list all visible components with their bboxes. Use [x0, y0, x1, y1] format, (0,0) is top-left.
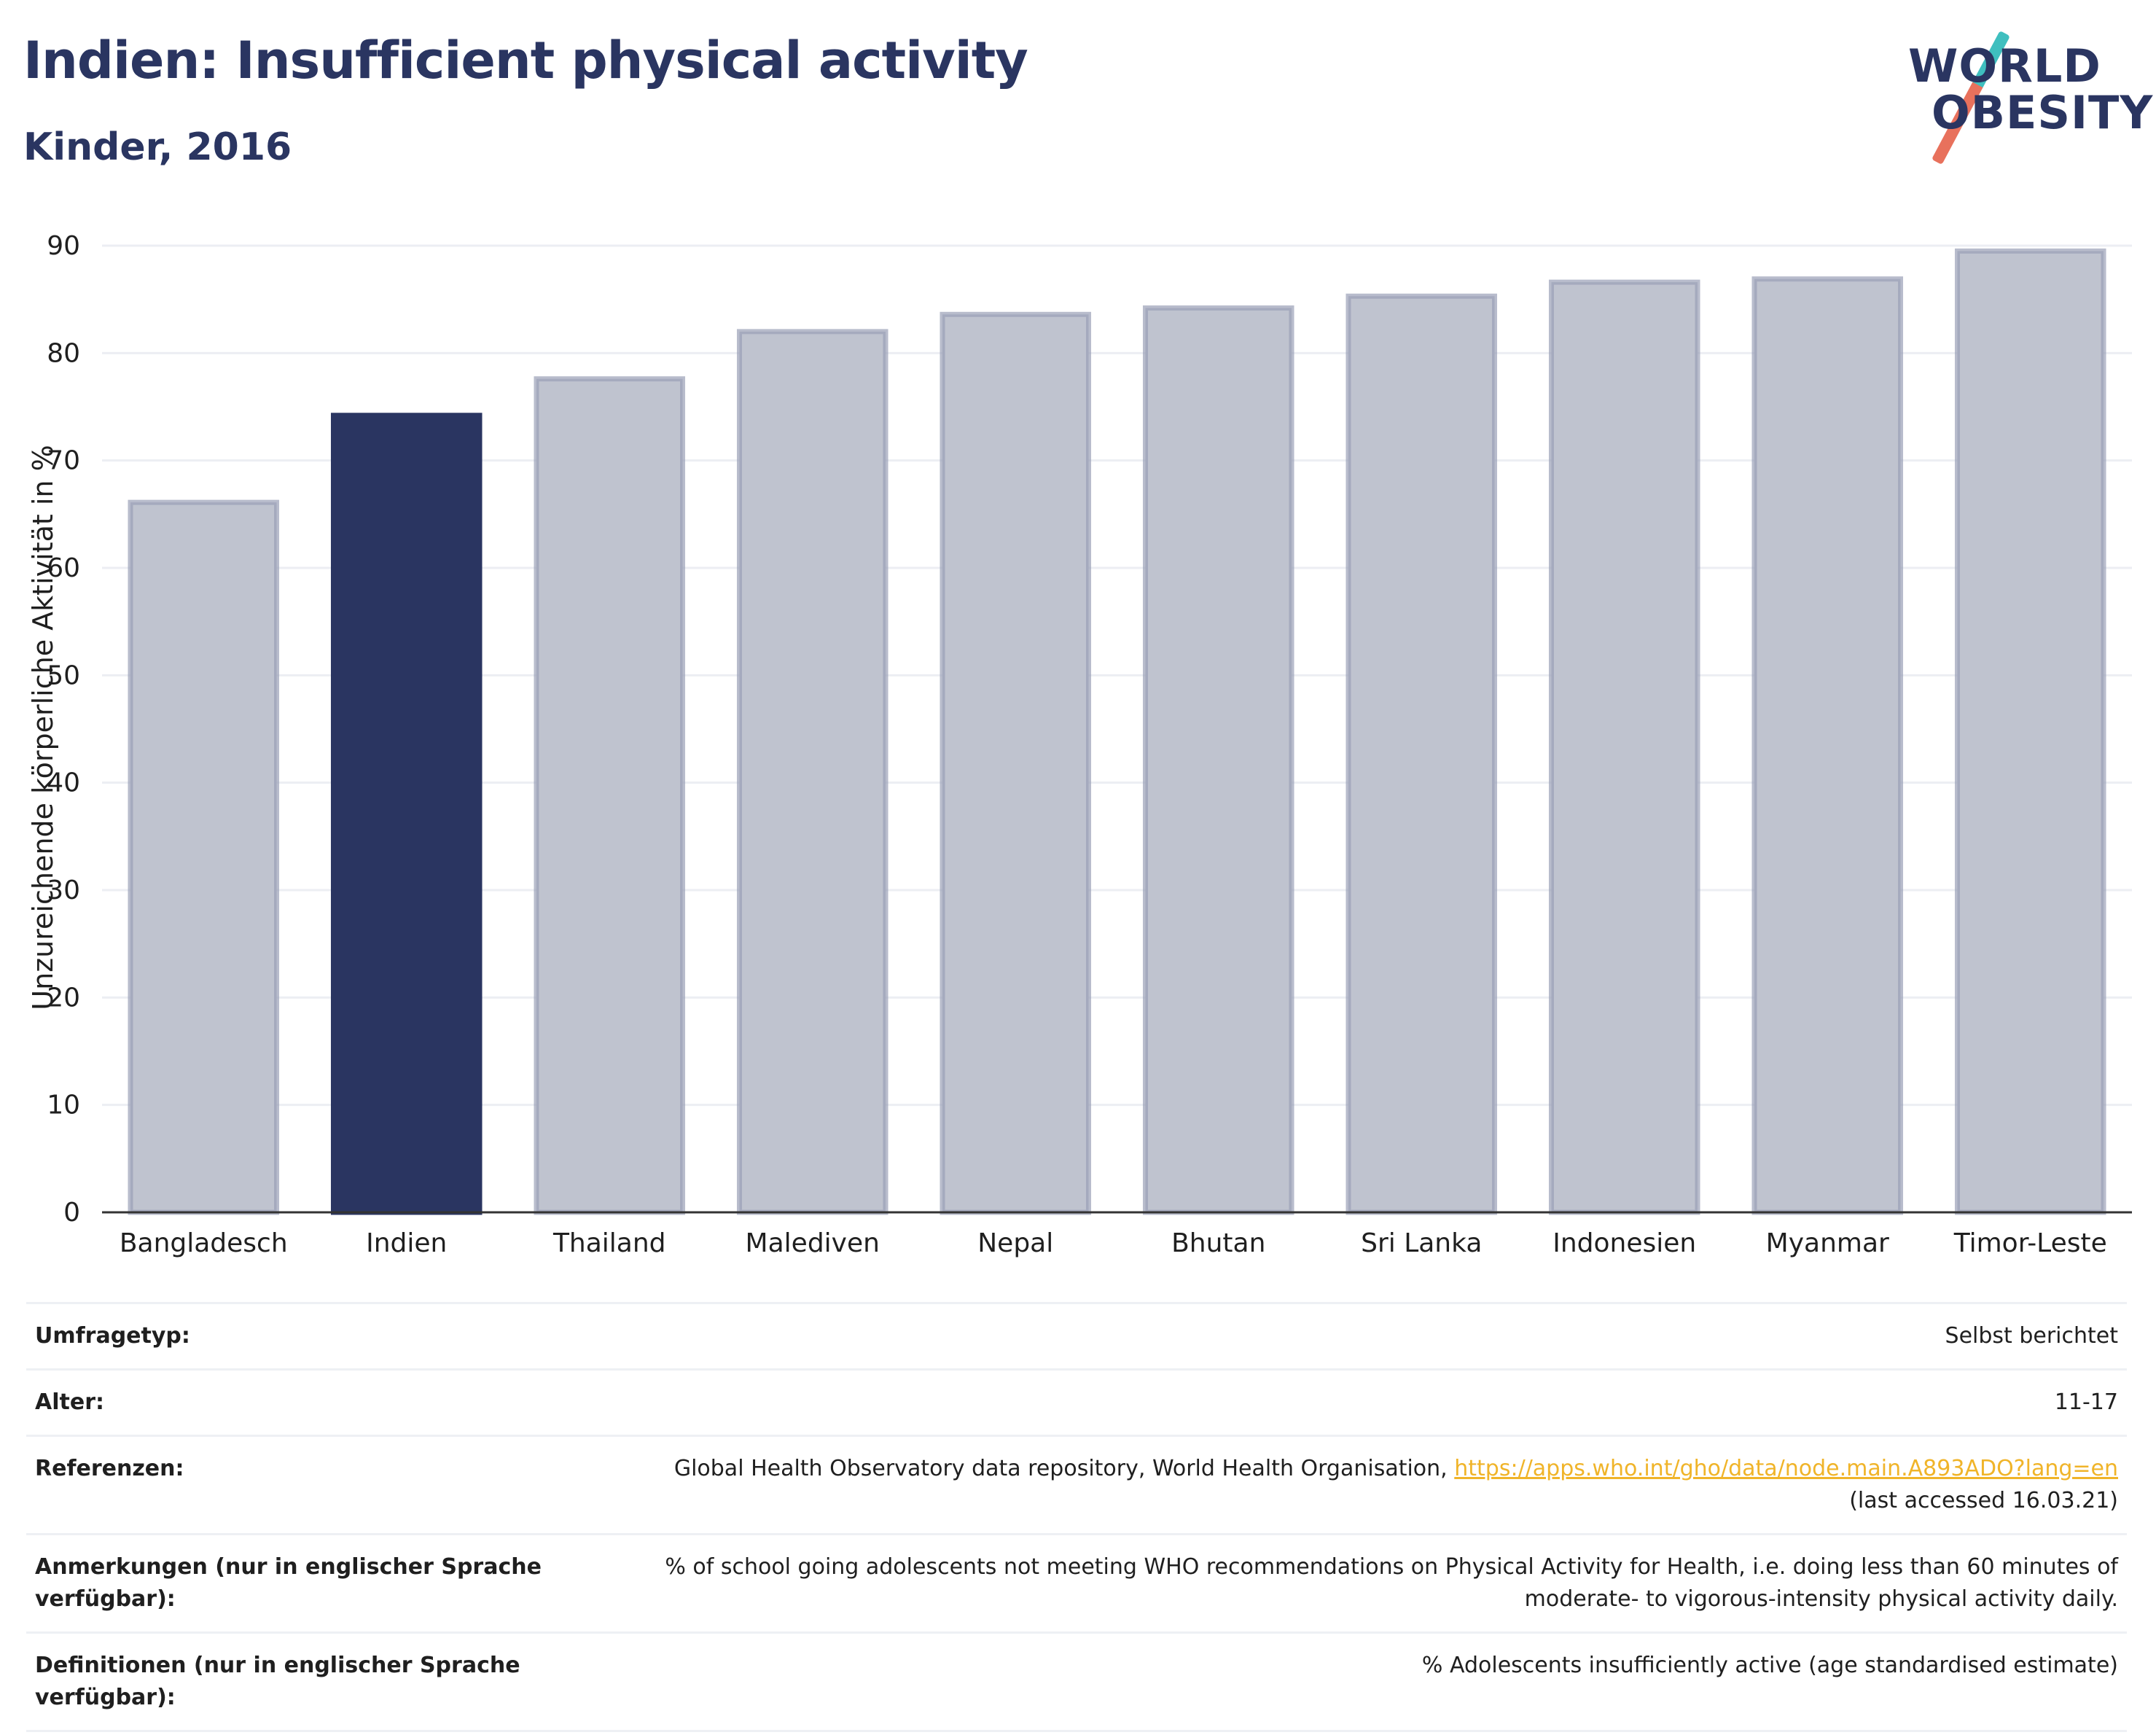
x-tick-label: Thailand [552, 1228, 666, 1258]
notes-label: Anmerkungen (nur in englischer Sprache v… [35, 1554, 542, 1612]
x-tick-label: Bhutan [1171, 1228, 1265, 1258]
logo-word-obesity: OBESITY [1932, 86, 2154, 139]
page-title: Indien: Insufficient physical activity [23, 31, 1028, 90]
y-tick-label: 30 [47, 876, 80, 905]
x-tick-label: Indien [366, 1228, 447, 1258]
age-label: Alter: [35, 1389, 104, 1415]
y-tick-label: 20 [47, 983, 80, 1013]
references-label: Referenzen: [35, 1456, 184, 1481]
definitions-label: Definitionen (nur in englischer Sprache … [35, 1653, 520, 1710]
age-value: 11-17 [2054, 1389, 2118, 1415]
page-subtitle: Kinder, 2016 [23, 125, 292, 169]
bar-bangladesch [128, 499, 280, 1215]
bar-thailand [534, 376, 686, 1215]
info-row-survey-type: Umfragetyp: Selbst berichtet [26, 1302, 2127, 1368]
y-tick-label: 80 [47, 338, 80, 368]
info-table: Umfragetyp: Selbst berichtet Alter: 11-1… [26, 1302, 2127, 1732]
y-tick-label: 50 [47, 660, 80, 690]
references-link[interactable]: https://apps.who.int/gho/data/node.main.… [1454, 1456, 2118, 1481]
survey-type-label: Umfragetyp: [35, 1323, 190, 1349]
x-tick-label: Sri Lanka [1361, 1228, 1482, 1258]
bar-timor-leste [1954, 248, 2106, 1215]
x-tick-label: Bangladesch [120, 1228, 288, 1258]
bar-sri-lanka [1345, 293, 1498, 1215]
bar-indien [330, 413, 483, 1215]
info-row-definitions: Definitionen (nur in englischer Sprache … [26, 1631, 2127, 1732]
y-tick-label: 70 [47, 446, 80, 476]
y-axis-label: Unzureichende körperliche Aktivität in % [27, 445, 59, 1010]
references-value: Global Health Observatory data repositor… [560, 1453, 2118, 1517]
bar-chart: 0 10 20 30 40 50 60 70 80 90 Bangladesch Indien Tha… [27, 231, 2132, 1258]
x-tick-label: Nepal [977, 1228, 1053, 1258]
info-row-age: Alter: 11-17 [26, 1368, 2127, 1435]
bars [128, 248, 2106, 1215]
bar-nepal [940, 311, 1092, 1215]
bar-malediven [736, 329, 888, 1215]
info-row-notes: Anmerkungen (nur in englischer Sprache v… [26, 1533, 2127, 1631]
y-tick-label: 0 [63, 1198, 80, 1228]
x-tick-label: Indonesien [1552, 1228, 1696, 1258]
world-obesity-logo: WORLD OBESITY [1895, 17, 2152, 165]
bar-bhutan [1142, 305, 1294, 1215]
references-accessed: (last accessed 16.03.21) [1849, 1488, 2118, 1513]
definitions-value: % Adolescents insufficiently active (age… [1421, 1653, 2118, 1678]
y-tick-label: 40 [47, 768, 80, 798]
y-axis-ticks: 0 10 20 30 40 50 60 70 80 90 [47, 231, 80, 1228]
x-tick-label: Timor-Leste [1953, 1228, 2107, 1258]
y-tick-label: 60 [47, 553, 80, 583]
y-tick-label: 90 [47, 231, 80, 261]
info-row-references: Referenzen: Global Health Observatory da… [26, 1435, 2127, 1533]
y-tick-label: 10 [47, 1091, 80, 1120]
references-text: Global Health Observatory data repositor… [673, 1456, 1448, 1481]
bar-myanmar [1751, 276, 1904, 1215]
logo-word-world: WORLD [1908, 39, 2101, 93]
x-axis-ticks: Bangladesch Indien Thailand Malediven Nepal B… [120, 1228, 2107, 1258]
bar-indonesien [1548, 279, 1700, 1215]
x-tick-label: Malediven [746, 1228, 880, 1258]
x-tick-label: Myanmar [1766, 1228, 1889, 1258]
notes-value: % of school going adolescents not meetin… [665, 1554, 2118, 1612]
survey-type-value: Selbst berichtet [1945, 1323, 2118, 1349]
